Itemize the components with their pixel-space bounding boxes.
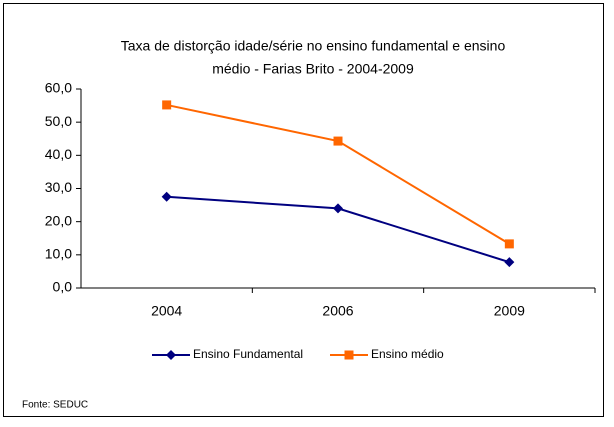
y-tick-label: 60,0: [45, 80, 72, 96]
data-point: [161, 191, 172, 202]
data-point: [504, 257, 515, 268]
x-tick-label: 2009: [494, 303, 525, 319]
data-point: [333, 203, 343, 214]
y-tick-label: 0,0: [53, 279, 73, 295]
y-tick-label: 30,0: [45, 179, 72, 195]
y-tick-label: 20,0: [45, 212, 72, 228]
chart-border: [3, 3, 604, 417]
y-tick-label: 10,0: [45, 246, 72, 262]
x-tick-label: 2006: [322, 303, 353, 319]
x-tick-label: 2004: [151, 303, 182, 319]
data-point: [504, 239, 514, 249]
data-point: [162, 100, 172, 110]
y-tick-label: 40,0: [45, 146, 72, 162]
data-point: [333, 136, 343, 146]
legend-label: Ensino médio: [371, 347, 444, 361]
y-tick-label: 50,0: [45, 113, 72, 129]
legend-marker: [344, 350, 354, 360]
chart-title: médio - Farias Brito - 2004-2009: [212, 61, 414, 77]
source: Fonte: SEDUC: [22, 400, 88, 411]
chart-title: Taxa de distorção idade/série no ensino …: [121, 38, 506, 54]
legend-label: Ensino Fundamental: [193, 347, 303, 361]
legend-marker: [166, 350, 176, 360]
